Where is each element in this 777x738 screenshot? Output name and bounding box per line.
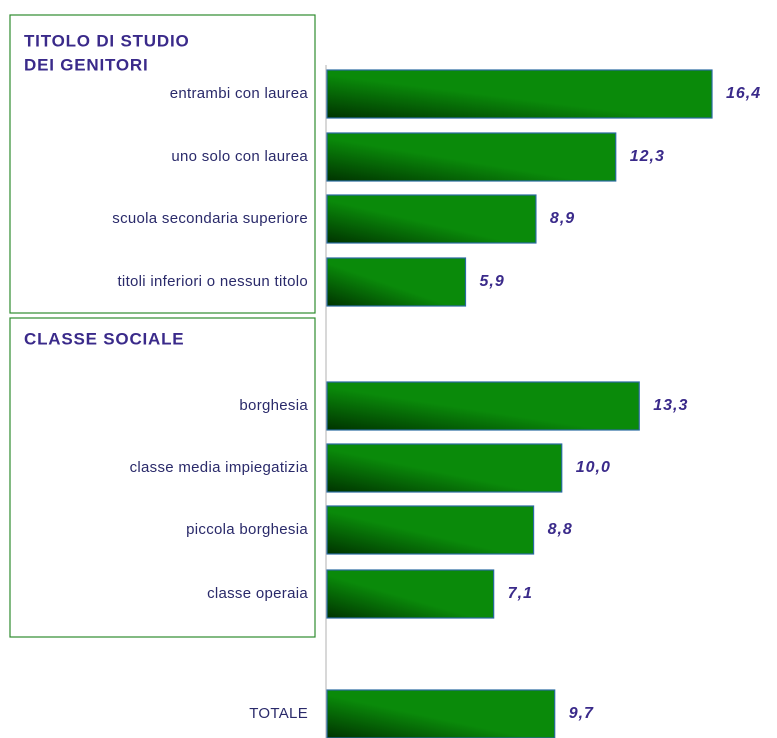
value-label: 16,4 <box>726 85 761 102</box>
category-label: piccola borghesia <box>186 521 308 538</box>
group-title: CLASSE SOCIALE <box>24 329 184 348</box>
value-label: 12,3 <box>630 148 665 165</box>
category-label: classe media impiegatizia <box>130 459 309 476</box>
group-title: DEI GENITORI <box>24 55 149 74</box>
bar <box>326 505 535 555</box>
group-box <box>9 317 316 638</box>
bar <box>326 569 495 619</box>
category-label: classe operaia <box>207 585 308 602</box>
value-label: 5,9 <box>480 273 505 290</box>
category-label: titoli inferiori o nessun titolo <box>117 273 308 290</box>
value-label: 8,9 <box>550 210 575 227</box>
category-label: scuola secondaria superiore <box>112 210 308 227</box>
bar <box>326 443 563 493</box>
group-box <box>9 14 316 314</box>
value-label: 13,3 <box>653 397 688 414</box>
category-label: borghesia <box>239 397 308 414</box>
bar <box>326 194 537 244</box>
value-label: 10,0 <box>576 459 611 476</box>
bar <box>326 69 713 119</box>
value-label: 8,8 <box>548 521 573 538</box>
value-label: 9,7 <box>569 705 594 722</box>
bar <box>326 689 556 738</box>
bar <box>326 132 617 182</box>
value-label: 7,1 <box>508 585 533 602</box>
bar <box>326 257 467 307</box>
category-label: uno solo con laurea <box>171 148 308 165</box>
bar <box>326 381 640 431</box>
group-title: TITOLO DI STUDIO <box>24 31 189 50</box>
category-label: TOTALE <box>249 705 308 722</box>
category-label: entrambi con laurea <box>170 85 309 102</box>
